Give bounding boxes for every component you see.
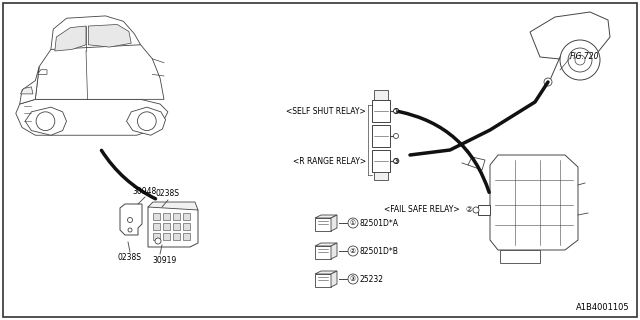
Polygon shape (315, 246, 331, 259)
Circle shape (155, 238, 161, 244)
Circle shape (394, 158, 399, 164)
Circle shape (394, 108, 399, 114)
Polygon shape (530, 12, 610, 60)
Bar (153, 213, 160, 220)
Bar (153, 223, 160, 230)
Text: 82501D*B: 82501D*B (360, 246, 399, 255)
Text: 82501D*A: 82501D*A (360, 219, 399, 228)
Polygon shape (127, 107, 166, 135)
Bar (163, 233, 170, 240)
Bar (173, 213, 180, 220)
Text: 0238S: 0238S (156, 189, 180, 198)
Bar (153, 233, 160, 240)
Bar (183, 223, 190, 230)
Circle shape (138, 112, 156, 131)
Text: 30948: 30948 (133, 187, 157, 196)
Bar (163, 223, 170, 230)
Text: ③: ③ (350, 276, 356, 282)
Polygon shape (315, 243, 337, 246)
Text: ①: ① (350, 220, 356, 226)
Polygon shape (51, 16, 141, 49)
Polygon shape (331, 215, 337, 231)
Polygon shape (331, 271, 337, 287)
Bar (173, 233, 180, 240)
Circle shape (568, 48, 592, 72)
Polygon shape (372, 100, 390, 122)
Polygon shape (20, 87, 33, 94)
Polygon shape (25, 107, 67, 135)
Polygon shape (148, 205, 198, 247)
Text: ②: ② (465, 205, 472, 214)
Polygon shape (315, 271, 337, 274)
Circle shape (127, 218, 132, 222)
Polygon shape (478, 205, 490, 215)
Text: ①: ① (392, 107, 399, 116)
Bar (183, 233, 190, 240)
Bar (163, 213, 170, 220)
Polygon shape (55, 26, 86, 51)
Polygon shape (16, 99, 168, 135)
Polygon shape (35, 37, 164, 99)
Circle shape (348, 218, 358, 228)
Text: ②: ② (350, 248, 356, 254)
Polygon shape (500, 250, 540, 263)
Polygon shape (315, 218, 331, 231)
Polygon shape (148, 202, 198, 210)
Circle shape (36, 112, 55, 131)
Circle shape (348, 274, 358, 284)
Polygon shape (38, 70, 47, 74)
Bar (183, 213, 190, 220)
Text: <SELF SHUT RELAY>: <SELF SHUT RELAY> (286, 107, 366, 116)
Polygon shape (315, 215, 337, 218)
Circle shape (544, 78, 552, 86)
Text: <R RANGE RELAY>: <R RANGE RELAY> (293, 156, 366, 165)
Text: 25232: 25232 (360, 275, 384, 284)
Text: ③: ③ (392, 156, 399, 165)
Text: A1B4001105: A1B4001105 (577, 303, 630, 312)
Polygon shape (490, 155, 578, 250)
Text: 0238S: 0238S (118, 253, 142, 262)
Polygon shape (372, 125, 390, 147)
Text: <FAIL SAFE RELAY>: <FAIL SAFE RELAY> (385, 205, 460, 214)
Text: 30919: 30919 (153, 256, 177, 265)
Polygon shape (374, 172, 388, 180)
Circle shape (348, 246, 358, 256)
Circle shape (394, 133, 399, 139)
Circle shape (128, 228, 132, 232)
Polygon shape (20, 67, 39, 104)
Polygon shape (331, 243, 337, 259)
Polygon shape (468, 157, 485, 170)
Bar (173, 223, 180, 230)
Text: FIG.720: FIG.720 (570, 52, 600, 61)
Circle shape (473, 207, 479, 213)
Polygon shape (315, 274, 331, 287)
Polygon shape (88, 25, 131, 47)
Polygon shape (120, 204, 142, 235)
Circle shape (575, 55, 585, 65)
Circle shape (560, 40, 600, 80)
Polygon shape (374, 90, 388, 100)
Polygon shape (372, 150, 390, 172)
